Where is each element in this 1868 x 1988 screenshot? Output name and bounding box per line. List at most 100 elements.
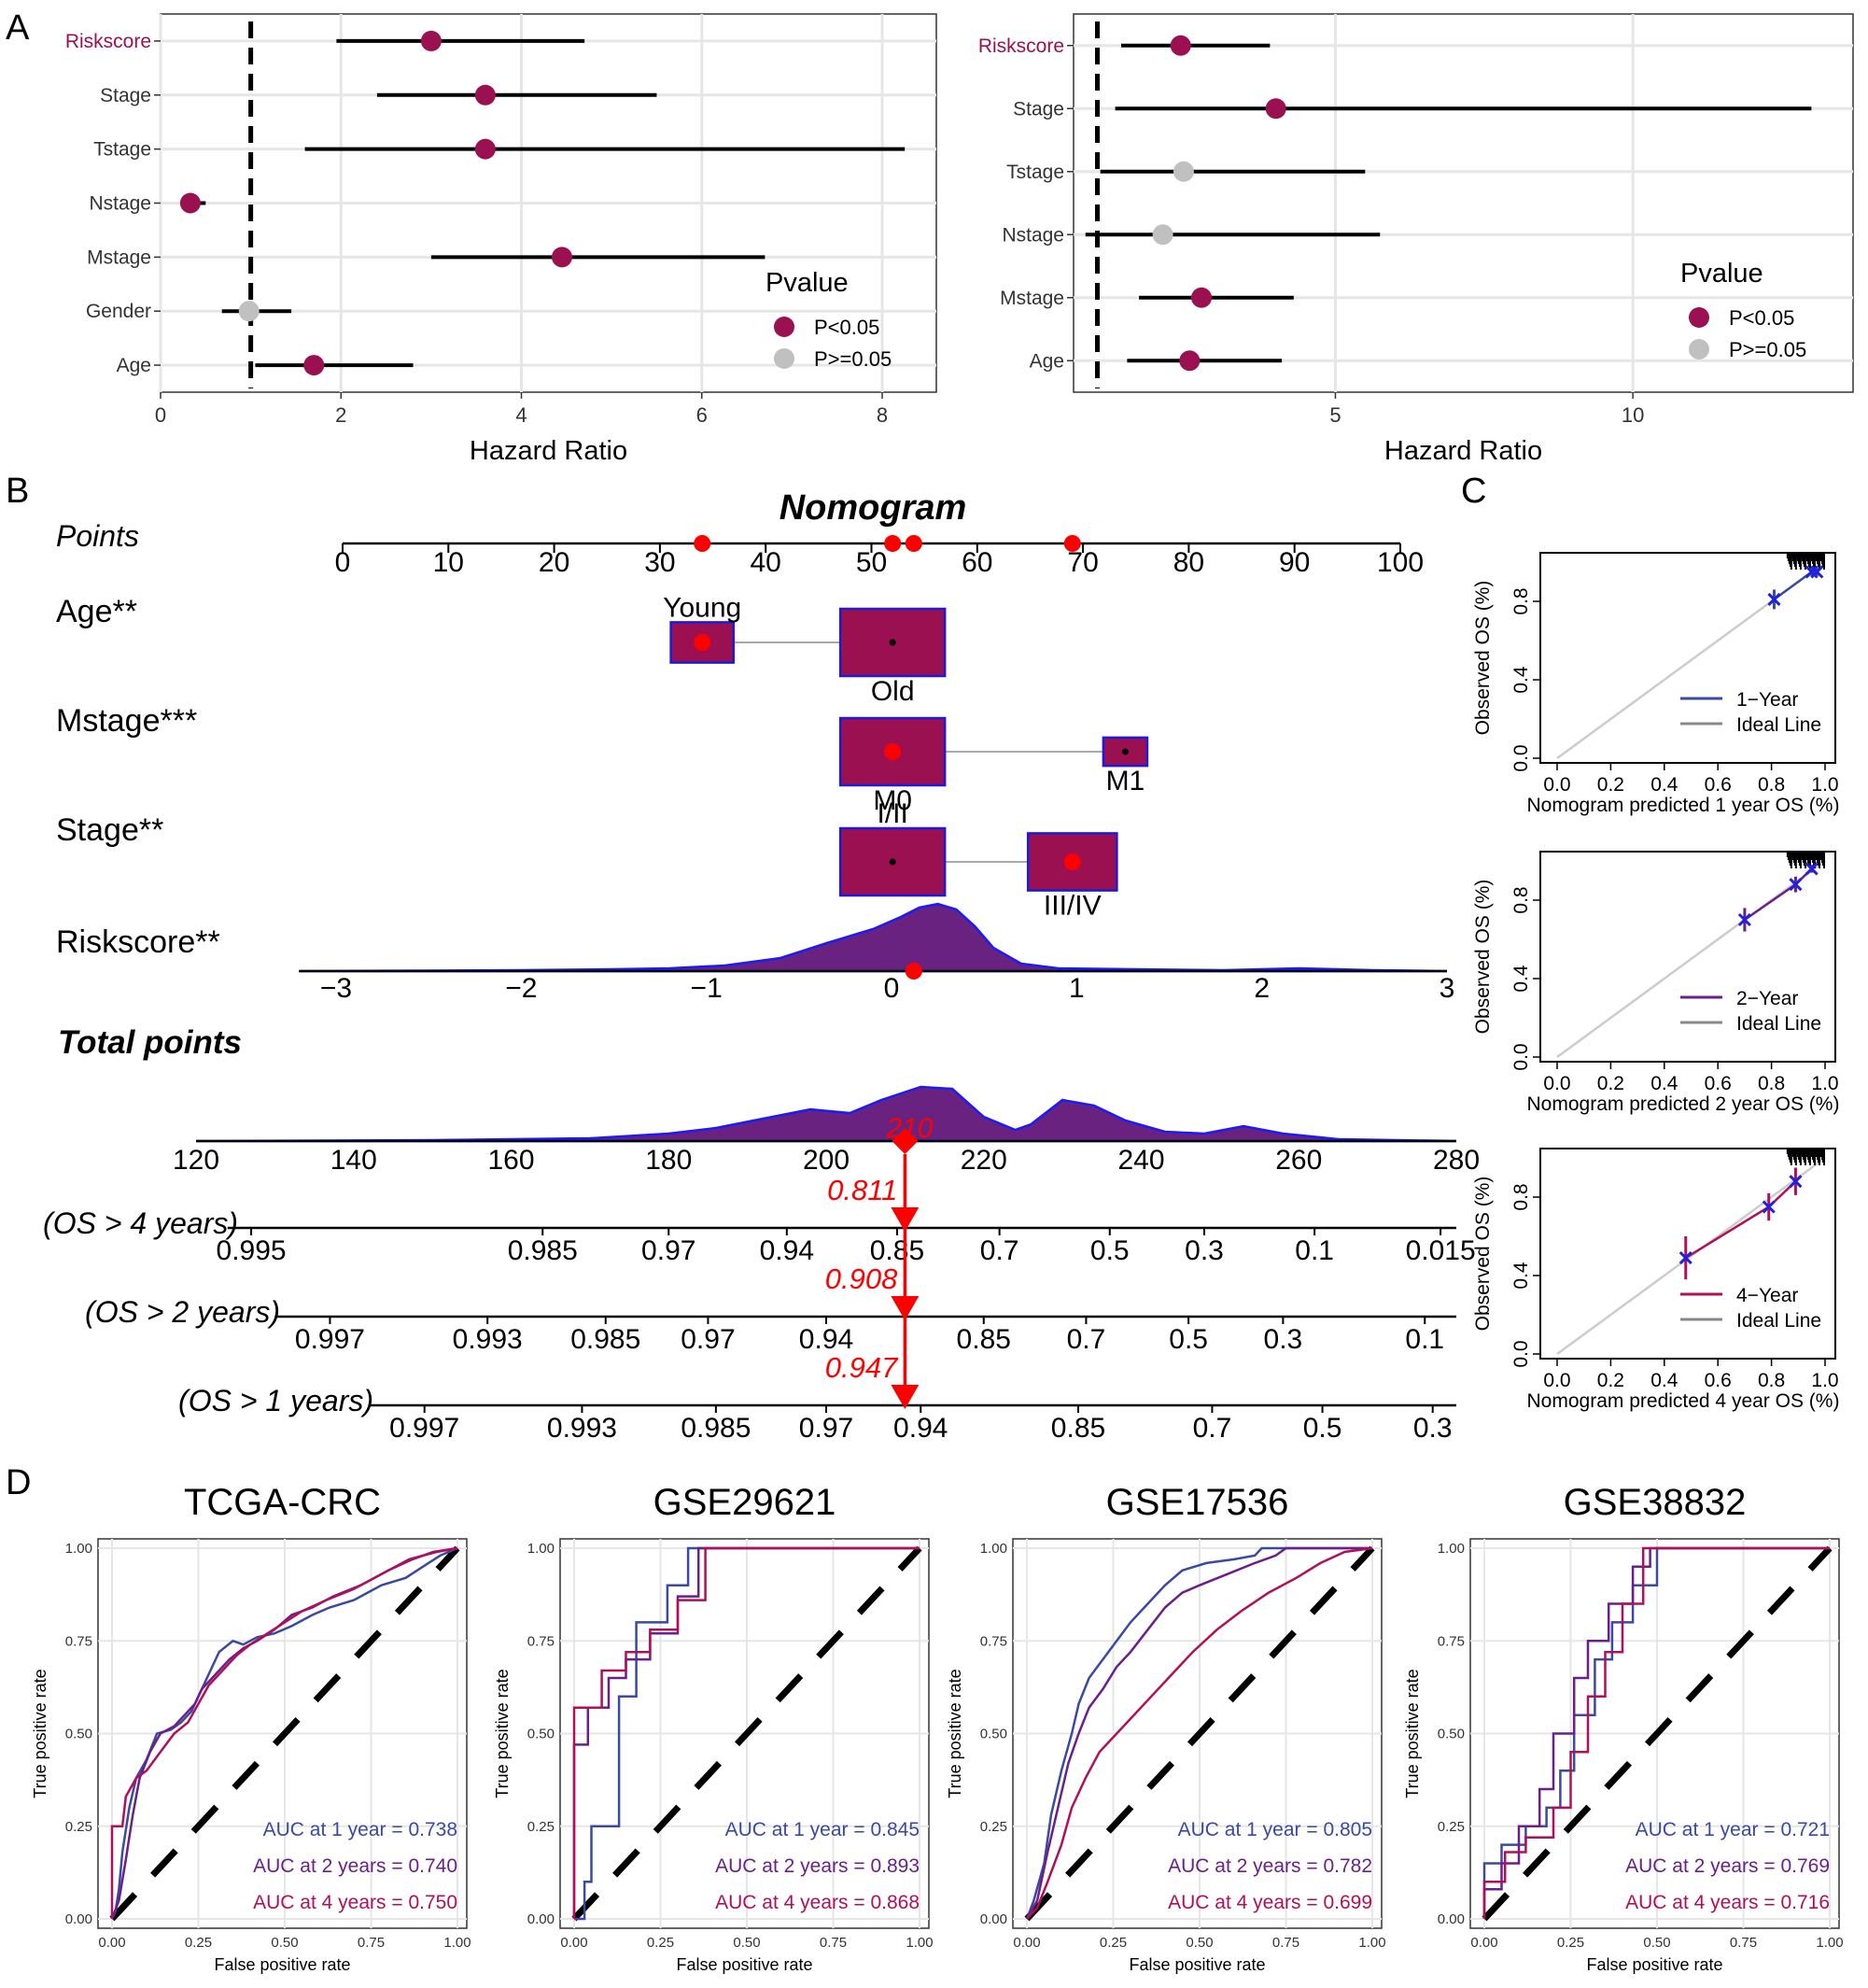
legend-label: Ideal Line	[1736, 1013, 1821, 1035]
roc-x-tick-label: 0.50	[271, 1935, 298, 1951]
legend-label: P<0.05	[1729, 306, 1794, 330]
calib-y-tick-label: 0.0	[1510, 744, 1532, 771]
roc-x-tick-label: 0.75	[1730, 1935, 1757, 1951]
auc-label: AUC at 2 years = 0.769	[1625, 1855, 1830, 1877]
legend-label: 1−Year	[1736, 689, 1798, 711]
panel-label-d: D	[6, 1463, 31, 1502]
hr-point	[475, 85, 496, 106]
roc-y-tick-label: 1.00	[65, 1541, 92, 1557]
roc-x-tick-label: 0.75	[820, 1935, 847, 1951]
survival-tick-label: 0.1	[1405, 1324, 1444, 1355]
calib-x-tick-label: 0.6	[1705, 774, 1732, 796]
points-selected-dot	[906, 535, 922, 552]
roc-y-tick-label: 0.25	[1438, 1819, 1465, 1835]
survival-tick-label: 0.5	[1090, 1235, 1130, 1266]
legend-label: Ideal Line	[1736, 714, 1821, 736]
survival-tick-label: 0.985	[508, 1235, 578, 1266]
survival-value: 0.908	[825, 1262, 898, 1295]
roc-y-tick-label: 0.00	[1438, 1911, 1465, 1927]
level-center-dot	[890, 859, 896, 866]
row-label: Riskscore	[978, 35, 1064, 57]
roc-x-tick-label: 0.00	[1013, 1935, 1040, 1951]
survival-tick-label: 0.3	[1413, 1413, 1453, 1444]
survival-tick-label: 0.995	[217, 1235, 287, 1266]
points-tick-label: 30	[644, 547, 675, 578]
calib-x-tick-label: 0.6	[1705, 1370, 1732, 1391]
calib-x-tick-label: 0.4	[1650, 1073, 1678, 1094]
points-tick-label: 90	[1279, 547, 1310, 578]
roc-x-tick-label: 0.75	[358, 1935, 385, 1951]
legend-label: P>=0.05	[1729, 338, 1806, 361]
hr-point	[1179, 350, 1200, 371]
row-label: Stage	[1013, 98, 1064, 120]
roc-title: GSE17536	[1106, 1482, 1289, 1523]
x-tick-label: 8	[877, 403, 888, 427]
survival-tick-label: 0.985	[681, 1413, 751, 1444]
roc-y-axis-title: True positive rate	[493, 1669, 512, 1798]
hr-point	[552, 247, 572, 267]
survival-tick-label: 0.993	[453, 1324, 523, 1355]
x-tick-label: 4	[515, 403, 527, 427]
roc-y-axis-title: True positive rate	[1403, 1669, 1422, 1798]
total-points-density	[196, 1087, 1456, 1141]
total-points-tick-label: 120	[173, 1145, 219, 1176]
roc-x-tick-label: 0.00	[98, 1935, 125, 1951]
calib-y-tick-label: 0.4	[1510, 666, 1532, 694]
survival-tick-label: 0.1	[1295, 1235, 1334, 1266]
roc-x-tick-label: 0.25	[185, 1935, 212, 1951]
calibration-plots: 0.0 0.2 0.4 0.6 0.8 1.00.00.40.8Observed OS (…	[1472, 553, 1839, 1412]
level-selected-dot	[884, 743, 901, 760]
survival-value: 0.947	[825, 1351, 899, 1384]
level-selected-dot	[1064, 853, 1081, 870]
legend-key-sig	[1689, 307, 1709, 328]
total-points-tick-label: 280	[1433, 1145, 1480, 1176]
roc-y-tick-label: 0.25	[527, 1819, 555, 1835]
calib-y-tick-label: 0.8	[1510, 1183, 1532, 1210]
x-tick-label: 0	[155, 403, 166, 427]
auc-label: AUC at 1 year = 0.721	[1636, 1819, 1830, 1840]
level-selected-dot	[694, 634, 710, 651]
points-tick-label: 20	[539, 547, 569, 578]
calib-x-tick-label: 0.0	[1543, 774, 1570, 796]
riskscore-tick-label: −2	[505, 973, 537, 1004]
survival-axis-label: (OS > 4 years)	[43, 1206, 238, 1240]
variable-label: Mstage***	[56, 703, 197, 739]
points-axis-label: Points	[56, 519, 139, 553]
survival-tick-label: 0.993	[547, 1413, 617, 1444]
row-label: Age	[117, 355, 151, 376]
legend-label: 2−Year	[1736, 988, 1798, 1009]
row-label: Nstage	[1002, 224, 1064, 246]
legend-label: Ideal Line	[1736, 1310, 1821, 1332]
total-points-tick-label: 240	[1117, 1145, 1164, 1176]
total-points-label: Total points	[58, 1024, 242, 1061]
roc-x-axis-title: False positive rate	[1586, 1955, 1722, 1974]
x-tick-label: 2	[335, 403, 346, 427]
roc-x-tick-label: 0.50	[1643, 1935, 1670, 1951]
roc-y-tick-label: 0.00	[65, 1911, 92, 1927]
points-selected-dot	[1064, 535, 1081, 552]
row-label: Gender	[86, 301, 151, 322]
auc-label: AUC at 2 years = 0.893	[715, 1855, 920, 1877]
roc-y-tick-label: 0.50	[65, 1727, 92, 1742]
legend-label: 4−Year	[1736, 1285, 1798, 1306]
hr-point	[1191, 288, 1212, 308]
total-points-tick-label: 160	[487, 1145, 534, 1176]
auc-label: AUC at 2 years = 0.782	[1168, 1855, 1372, 1877]
legend-key-nonsig	[774, 348, 794, 369]
roc-y-tick-label: 0.00	[980, 1911, 1007, 1927]
points-selected-dot	[884, 535, 901, 552]
roc-x-tick-label: 0.25	[647, 1935, 674, 1951]
roc-y-tick-label: 1.00	[980, 1541, 1007, 1557]
roc-y-tick-label: 0.25	[65, 1819, 92, 1835]
calib-y-tick-label: 0.8	[1510, 587, 1532, 614]
hr-point	[475, 139, 496, 160]
survival-tick-label: 0.5	[1303, 1413, 1342, 1444]
riskscore-tick-label: −1	[691, 973, 723, 1004]
total-points-tick-label: 180	[645, 1145, 692, 1176]
survival-tick-label: 0.985	[570, 1324, 640, 1355]
survival-tick-label: 0.7	[1193, 1413, 1232, 1444]
hr-point	[239, 301, 260, 321]
panel-label-a: A	[6, 8, 30, 48]
level-label: Old	[871, 676, 915, 707]
survival-tick-label: 0.5	[1169, 1324, 1208, 1355]
